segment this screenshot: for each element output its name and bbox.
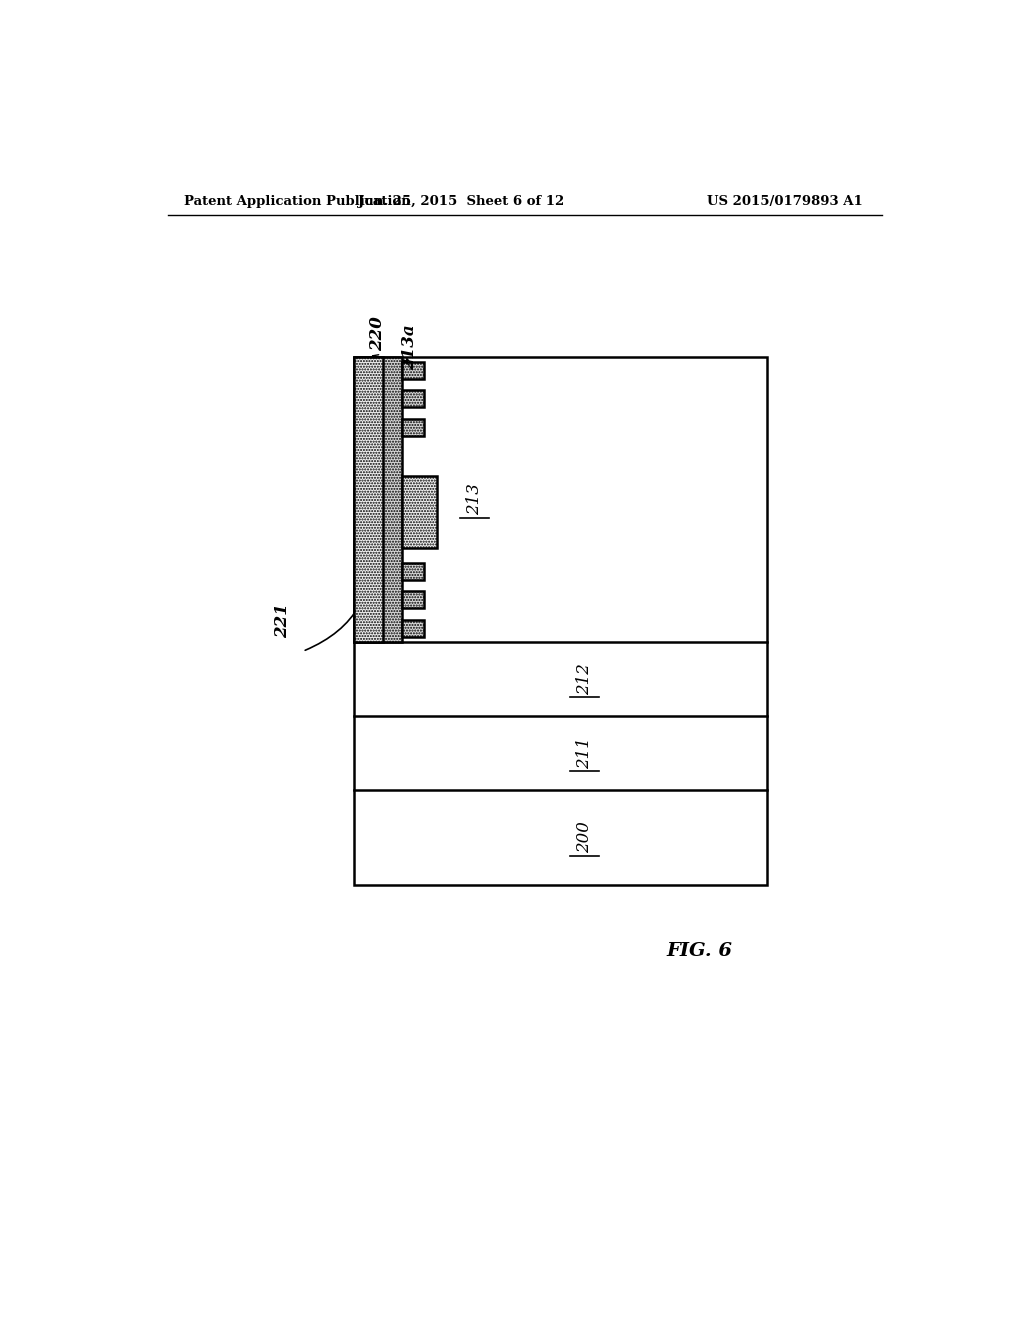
Text: 213a: 213a	[401, 325, 418, 371]
Bar	[401, 362, 424, 379]
Bar	[401, 620, 424, 636]
Text: FIG. 6: FIG. 6	[667, 942, 732, 960]
Text: 211: 211	[575, 737, 593, 770]
Bar	[354, 356, 383, 642]
Text: 200: 200	[575, 821, 593, 854]
Text: 213: 213	[466, 483, 483, 515]
Text: Jun. 25, 2015  Sheet 6 of 12: Jun. 25, 2015 Sheet 6 of 12	[358, 194, 564, 207]
Bar	[401, 562, 424, 579]
Text: 212: 212	[575, 663, 593, 694]
Text: US 2015/0179893 A1: US 2015/0179893 A1	[708, 194, 863, 207]
Bar	[401, 391, 424, 408]
Bar	[401, 418, 424, 436]
Bar	[401, 477, 436, 548]
Text: 220: 220	[370, 315, 386, 351]
Bar	[401, 591, 424, 609]
Text: 221: 221	[274, 603, 291, 639]
Bar	[354, 356, 767, 886]
Bar	[354, 356, 401, 642]
Text: Patent Application Publication: Patent Application Publication	[183, 194, 411, 207]
